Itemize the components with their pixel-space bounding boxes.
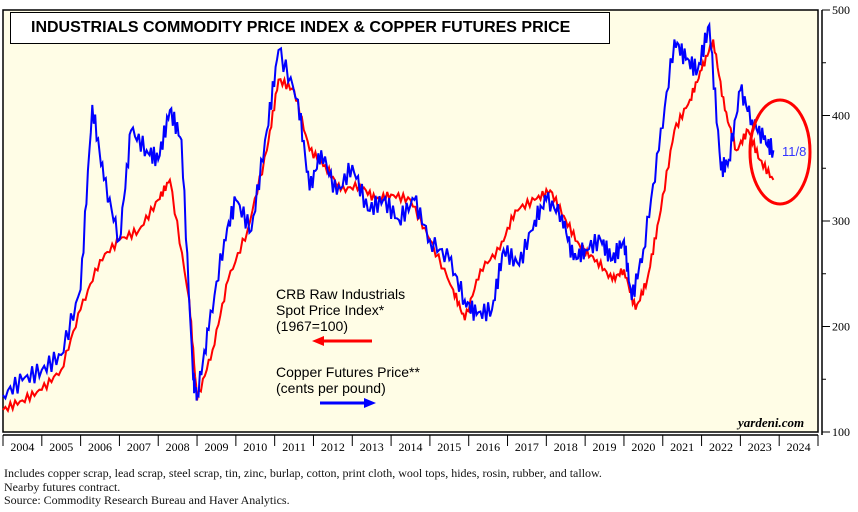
x-tick-label: 2023 [748,440,772,454]
source-watermark: yardeni.com [738,415,805,430]
x-axis: 2004 2005 2006 2007 2008 2009 2010 2011 2012 2013… [2,434,819,454]
y-tick-label: 400 [832,109,850,123]
x-tick-label: 2017 [515,440,539,454]
x-tick-label: 2011 [282,440,306,454]
x-tick-label: 2004 [10,440,34,454]
copper-arrow [320,398,376,408]
footnote: Includes copper scrap, lead scrap, steel… [4,466,602,480]
x-tick-label: 2006 [88,440,112,454]
copper-futures-line [2,21,775,401]
y-axis-right: 100 200 300 400 500 [821,3,850,439]
legend-line: Copper Futures Price** [276,364,420,380]
x-tick-label: 2024 [787,440,811,454]
x-tick-label: 2020 [631,440,655,454]
copper-legend-label: Copper Futures Price** (cents per pound) [276,364,420,396]
x-tick-label: 2015 [437,440,461,454]
legend-line: (1967=100) [276,318,349,334]
x-tick-label: 2022 [709,440,733,454]
x-tick-label: 2014 [399,440,423,454]
x-tick-label: 2010 [243,440,267,454]
footnote: Nearby futures contract. [4,479,121,494]
y-tick-label: 200 [832,320,850,334]
x-tick-label: 2013 [360,440,384,454]
footnote: Source: Commodity Research Bureau and Ha… [4,493,290,507]
chart-title-box: INDUSTRIALS COMMODITY PRICE INDEX & COPP… [10,12,610,44]
x-tick-label: 2007 [127,440,151,454]
footnotes: Includes copper scrap, lead scrap, steel… [4,466,602,508]
x-tick-label: 2005 [49,440,73,454]
chart: 2004 2005 2006 2007 2008 2009 2010 2011 2012 2013… [2,3,850,454]
highlight-circle [748,98,812,206]
y-tick-label: 100 [832,425,850,439]
crb-arrow [312,336,372,346]
x-tick-label: 2016 [476,440,500,454]
x-tick-label: 2018 [554,440,578,454]
chart-title: INDUSTRIALS COMMODITY PRICE INDEX & COPP… [31,19,571,36]
series-lines [2,21,775,414]
crb-legend-label: CRB Raw Industrials Spot Price Index* (1… [276,286,405,334]
date-annotation: 11/8 [782,144,807,159]
plot-area [2,9,819,433]
x-tick-label: 2021 [670,440,694,454]
legend-line: Spot Price Index* [276,302,385,318]
x-tick-label: 2009 [204,440,228,454]
y-tick-label: 500 [832,3,850,17]
x-tick-label: 2012 [321,440,345,454]
legend-line: (cents per pound) [276,380,386,396]
x-tick-label: 2008 [166,440,190,454]
y-tick-label: 300 [832,214,850,228]
legend-line: CRB Raw Industrials [276,286,406,302]
x-tick-label: 2019 [593,440,617,454]
